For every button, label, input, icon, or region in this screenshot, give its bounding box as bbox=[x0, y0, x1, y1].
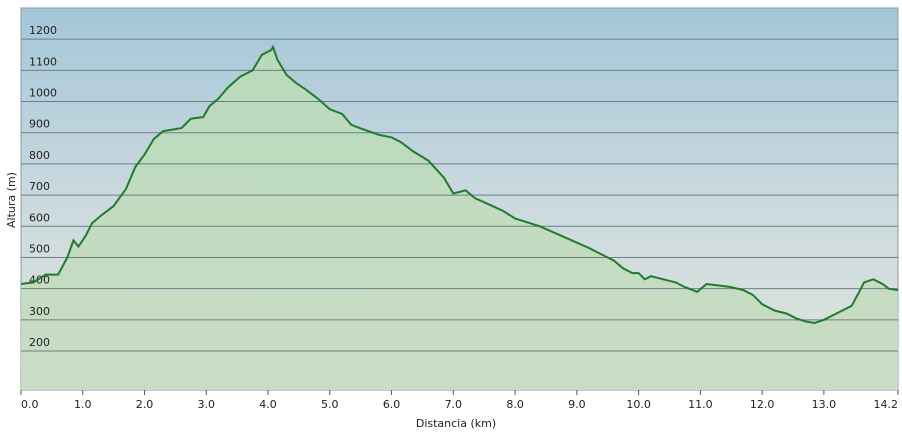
x-axis-title: Distancia (km) bbox=[416, 417, 496, 430]
x-tick-label: 5.0 bbox=[321, 398, 339, 411]
x-tick-label: 0.0 bbox=[21, 398, 39, 411]
y-axis-title: Altura (m) bbox=[5, 172, 18, 228]
y-tick-label: 600 bbox=[29, 211, 50, 224]
elevation-line bbox=[20, 44, 899, 325]
x-tick-label: 14.2 bbox=[874, 398, 899, 411]
x-tick-label: 8.0 bbox=[506, 398, 524, 411]
x-tick-label: 13.0 bbox=[812, 398, 837, 411]
x-tick-label: 6.0 bbox=[383, 398, 401, 411]
y-tick-label: 200 bbox=[29, 336, 50, 349]
x-tick-label: 3.0 bbox=[198, 398, 216, 411]
y-tick-label: 900 bbox=[29, 118, 50, 131]
y-tick-label: 300 bbox=[29, 305, 50, 318]
x-tick-label: 10.0 bbox=[626, 398, 651, 411]
y-tick-label: 1000 bbox=[29, 87, 57, 100]
y-tick-label: 1100 bbox=[29, 55, 57, 68]
y-tick-label: 700 bbox=[29, 180, 50, 193]
y-tick-label: 400 bbox=[29, 274, 50, 287]
x-tick-label: 12.0 bbox=[750, 398, 775, 411]
y-tick-label: 1200 bbox=[29, 24, 57, 37]
x-tick-label: 7.0 bbox=[445, 398, 463, 411]
x-tick-label: 1.0 bbox=[74, 398, 92, 411]
x-tick-label: 4.0 bbox=[259, 398, 277, 411]
x-tick-label: 11.0 bbox=[688, 398, 713, 411]
x-tick-label: 9.0 bbox=[568, 398, 586, 411]
y-tick-label: 800 bbox=[29, 149, 50, 162]
y-tick-label: 500 bbox=[29, 242, 50, 255]
x-tick-label: 2.0 bbox=[136, 398, 154, 411]
